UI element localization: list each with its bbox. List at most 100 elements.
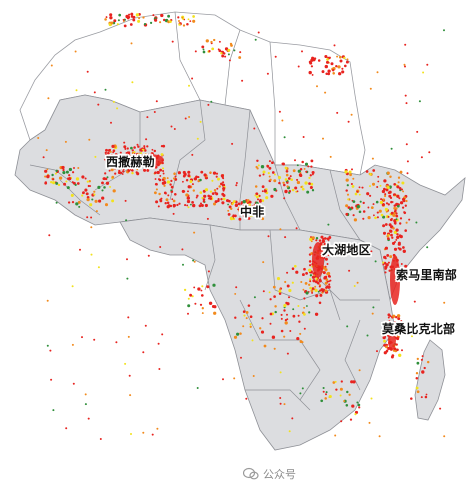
event-dot [283,197,286,200]
event-dot [122,170,125,173]
event-dot [131,81,134,84]
event-dot [143,168,147,172]
event-dot [222,181,225,184]
event-dot [107,149,111,152]
event-dot [380,213,384,217]
event-dot [299,168,303,171]
event-dot [326,272,329,276]
event-dot [362,210,366,213]
event-dot [132,15,136,19]
event-dot [210,40,213,44]
event-dot [388,269,391,272]
event-dot [112,149,116,152]
event-dot [383,339,386,343]
event-dot [328,248,332,251]
event-dot [192,15,195,18]
event-dot [178,23,181,26]
event-dot [104,203,109,207]
event-dot [235,182,238,184]
event-dot [44,175,47,178]
event-dot [124,199,127,202]
event-dot [265,196,269,200]
event-dot [393,321,397,324]
event-dot [385,345,388,349]
event-dot [326,263,329,265]
event-dot [398,186,402,190]
event-dot [285,173,289,177]
event-dot [202,189,206,193]
event-dot [283,304,287,308]
event-dot [255,214,258,217]
event-dot [74,50,77,53]
event-dot [90,253,93,256]
event-dot [209,197,213,200]
event-dot [260,330,265,334]
event-dot [228,199,231,203]
event-dot [345,189,348,192]
event-dot [320,399,324,403]
event-dot [222,189,225,192]
event-dot [399,234,403,239]
event-dot [384,193,387,196]
event-dot [370,206,374,210]
event-dot [178,20,180,22]
event-dot [196,137,199,140]
event-dot [101,189,104,192]
event-dot [172,212,175,215]
event-dot [156,427,159,430]
event-dot [161,178,165,182]
event-dot [268,175,271,178]
event-dot [274,55,277,58]
event-dot [121,173,124,175]
event-dot [72,382,75,385]
event-dot [389,218,393,222]
event-dot [371,312,374,315]
event-dot [289,175,292,178]
event-dot [410,397,413,400]
event-dot [308,182,311,185]
event-dot [387,261,390,264]
event-dot [105,181,110,185]
event-dot [384,246,389,250]
event-dot [392,325,396,328]
event-dot [393,247,398,251]
event-dot [261,185,265,189]
event-dot [146,168,150,172]
event-dot [348,170,352,174]
event-dot [391,241,396,245]
event-dot [107,151,110,155]
event-dot [383,335,386,339]
event-dot [376,211,379,214]
event-dot [101,181,104,185]
event-dot [155,200,159,204]
event-dot [347,120,350,123]
event-dot [48,234,51,237]
event-dot [186,199,191,204]
event-dot [402,249,406,253]
event-dot [284,189,288,194]
event-dot [349,173,352,177]
event-dot [71,181,74,184]
event-dot [147,254,150,257]
event-dot [220,52,223,55]
event-dot [221,201,225,205]
event-dot [68,174,71,177]
event-dot [425,393,428,396]
event-dot [199,303,203,306]
event-dot [247,304,251,307]
event-dot [340,380,343,383]
label-northern-mozambique: 莫桑比克北部 [382,322,456,336]
event-dot [97,266,100,269]
event-dot [278,292,282,295]
event-dot [260,208,263,211]
event-dot [261,205,263,208]
hotspot-patch [312,242,324,278]
event-dot [415,377,419,380]
event-dot [245,317,248,320]
event-dot [398,222,402,225]
event-dot [421,355,424,358]
event-dot [79,248,81,251]
event-dot [384,271,387,274]
event-dot [243,310,246,313]
event-dot [123,141,126,144]
